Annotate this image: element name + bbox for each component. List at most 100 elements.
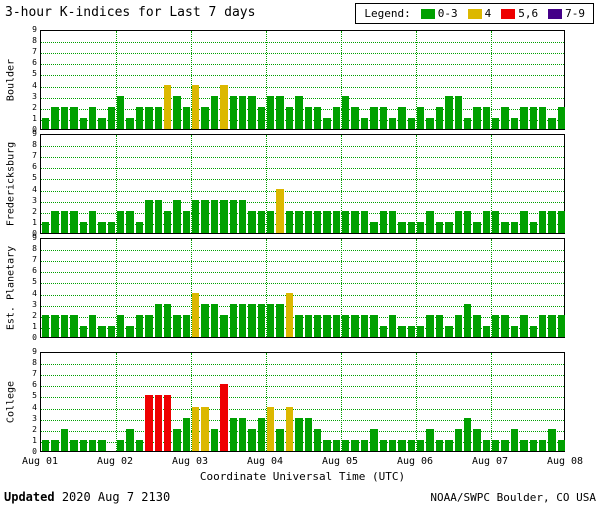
station-label: Est. Planetary: [5, 245, 17, 331]
gridline-v: [116, 239, 117, 337]
legend-item-label: 5,6: [518, 7, 539, 20]
k-index-bar: [351, 210, 359, 233]
k-index-bar: [407, 439, 415, 451]
k-index-bar: [435, 106, 444, 129]
gridline-v: [116, 31, 117, 129]
k-index-bar: [435, 314, 444, 337]
k-index-bar: [145, 395, 153, 451]
gridline-h: [41, 119, 564, 121]
y-tick-label: 0: [32, 333, 37, 342]
gridline-h: [41, 364, 564, 366]
y-tick-label: 4: [32, 184, 37, 194]
y-tick-label: 7: [32, 151, 37, 161]
k-index-bar: [154, 106, 162, 129]
k-index-bar: [285, 210, 294, 233]
x-tick-label: Aug 03: [171, 456, 209, 467]
k-index-bar: [192, 199, 200, 233]
k-index-bar: [351, 314, 359, 337]
k-index-bar: [463, 210, 472, 233]
k-index-bar: [510, 428, 519, 451]
gridline-v: [341, 31, 342, 129]
k-index-bar: [398, 221, 406, 233]
k-index-bar: [445, 221, 453, 233]
y-tick-label: 1: [32, 435, 37, 445]
k-index-bar: [398, 106, 406, 129]
y-tick-label: 6: [32, 58, 37, 68]
k-index-bar: [220, 384, 228, 451]
k-index-bar: [60, 428, 69, 451]
k-index-bar: [126, 325, 134, 337]
gridline-h: [41, 316, 564, 318]
legend-item-label: 0-3: [437, 7, 458, 20]
gridline-h: [41, 305, 564, 307]
k-index-bar: [388, 210, 397, 233]
k-index-bar: [332, 210, 340, 233]
k-index-bar: [163, 303, 172, 337]
legend-swatch: [420, 8, 435, 19]
k-index-bar: [126, 210, 134, 233]
panel-college: [40, 352, 565, 452]
k-index-bar: [398, 325, 406, 337]
k-index-bar: [313, 314, 322, 337]
k-index-bar: [42, 117, 50, 129]
gridline-h: [41, 42, 564, 44]
k-index-bar: [117, 210, 125, 233]
k-index-bar: [426, 314, 434, 337]
k-index-bar: [323, 314, 331, 337]
k-index-bar: [313, 210, 322, 233]
k-index-bar: [267, 303, 275, 337]
station-label: College: [5, 380, 17, 424]
k-index-bar: [201, 406, 209, 451]
gridline-h: [41, 272, 564, 274]
k-index-bar: [70, 106, 78, 129]
y-tick-label: 1: [32, 113, 37, 123]
k-index-bar: [257, 417, 265, 451]
legend-swatch: [467, 8, 482, 19]
k-index-bar: [454, 428, 462, 451]
k-index-bar: [238, 199, 247, 233]
k-index-bar: [79, 325, 87, 337]
k-index-bar: [210, 199, 219, 233]
k-index-bar: [276, 95, 284, 129]
k-index-bar: [295, 95, 303, 129]
k-index-bar: [88, 210, 97, 233]
k-index-bar: [557, 314, 565, 337]
k-index-bar: [473, 106, 481, 129]
gridline-v: [416, 135, 417, 233]
k-index-bar: [501, 221, 509, 233]
k-index-bar: [379, 439, 387, 451]
k-index-bar: [88, 314, 97, 337]
k-index-bar: [276, 188, 284, 233]
k-index-bar: [342, 210, 350, 233]
k-index-bar: [342, 314, 350, 337]
panel-est-planetary: [40, 238, 565, 338]
k-index-bar: [435, 439, 444, 451]
k-index-bar: [145, 106, 153, 129]
k-index-bar: [538, 106, 547, 129]
k-index-bar: [135, 221, 144, 233]
k-index-bar: [210, 428, 219, 451]
k-index-bar: [360, 117, 369, 129]
k-index-bar: [304, 210, 312, 233]
k-index-bar: [520, 106, 528, 129]
k-index-bar: [379, 106, 387, 129]
k-index-bar: [220, 199, 228, 233]
k-index-bar: [173, 199, 181, 233]
y-tick-label: 3: [32, 195, 37, 205]
k-index-bar: [557, 439, 565, 451]
k-index-bar: [182, 210, 190, 233]
k-index-bar: [417, 439, 425, 451]
gridline-v: [266, 353, 267, 451]
k-index-bar: [501, 314, 509, 337]
k-index-bar: [520, 439, 528, 451]
k-index-bar: [510, 221, 519, 233]
k-index-bar: [454, 95, 462, 129]
k-index-bar: [529, 221, 537, 233]
k-index-bar: [70, 439, 78, 451]
k-index-bar: [248, 95, 256, 129]
updated-value: 2020 Aug 7 2130: [61, 490, 171, 504]
k-index-bar: [360, 314, 369, 337]
credit-text: NOAA/SWPC Boulder, CO USA: [430, 491, 596, 504]
k-index-bar: [370, 428, 378, 451]
k-index-bar: [370, 314, 378, 337]
